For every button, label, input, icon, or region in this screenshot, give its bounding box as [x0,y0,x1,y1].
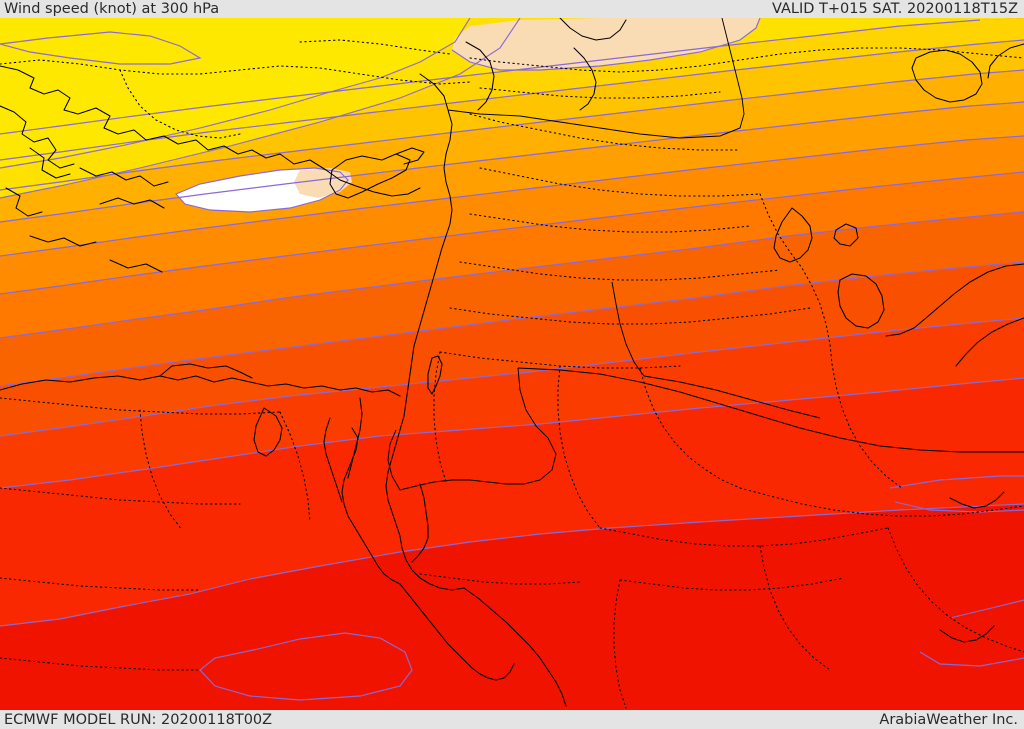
political-borders-solid [387,18,1024,491]
band-fill-95b [200,633,412,700]
wind-speed-contour-field [0,18,1024,710]
model-run-label: ECMWF MODEL RUN: 20200118T00Z [4,712,273,728]
band-fill-60 [0,102,1024,256]
band-fill-38 [0,18,520,198]
valid-time-label: VALID T+015 SAT. 20200118T15Z [772,1,1018,17]
political-borders-dotted [0,39,1024,709]
band-fill-80 [0,262,1024,436]
attribution-label: ArabiaWeather Inc. [879,712,1018,728]
forecast-map-canvas [0,18,1024,710]
band-fill-28 [294,168,352,198]
page-title: Wind speed (knot) at 300 hPa [4,1,220,17]
map-footer-bar: ECMWF MODEL RUN: 20200118T00Z ArabiaWeat… [0,710,1024,729]
contour-lines [0,18,1024,701]
band-fill-90 [0,378,1024,626]
band-fill-35 [0,18,470,168]
band-fill-75 [0,212,1024,386]
band-fill-65 [0,136,1024,294]
map-header-bar: Wind speed (knot) at 300 hPa VALID T+015… [0,0,1024,18]
band-fill-95d [920,600,1024,666]
coastlines [0,18,1024,707]
band-fill-30 [452,18,760,70]
